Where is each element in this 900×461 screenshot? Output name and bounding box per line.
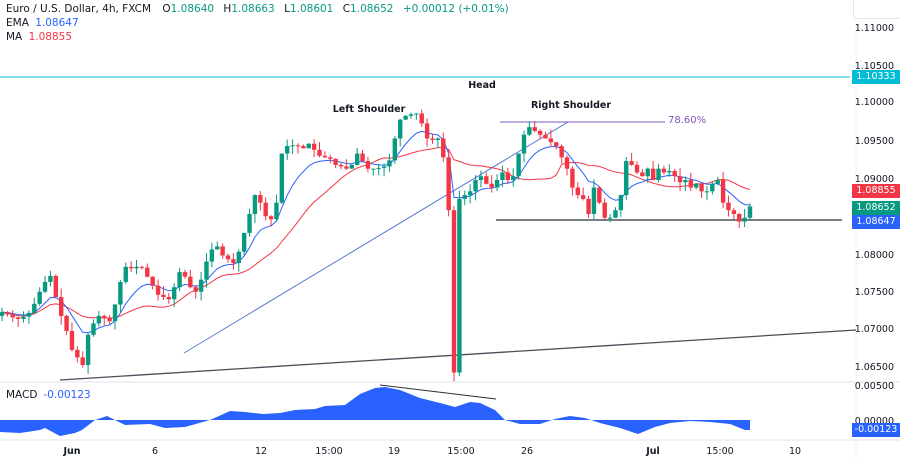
price-tick: 1.08000: [854, 250, 894, 261]
time-label: 15:00: [315, 446, 343, 457]
macd-value: -0.00123: [43, 389, 91, 401]
chart-settings-corner[interactable]: [853, 0, 900, 19]
resistance-price-tag: 1.10333: [852, 70, 900, 84]
chart-legend: Euro / U.S. Dollar, 4h, FXCM O1.08640 H1…: [6, 2, 512, 44]
macd-tick: 0.00500: [854, 381, 894, 392]
low-value: 1.08601: [289, 3, 334, 15]
high-label: H: [223, 3, 232, 15]
time-label: 6: [151, 446, 159, 457]
open-label: O: [162, 3, 171, 15]
time-label: 19: [387, 446, 401, 457]
close-label: C: [342, 3, 351, 15]
candles[interactable]: [0, 109, 753, 382]
open-value: 1.08640: [170, 3, 215, 15]
macd-label: MACD: [6, 389, 38, 401]
close-price-tag: 1.08652: [852, 201, 900, 215]
macd-legend[interactable]: MACD -0.00123: [6, 389, 91, 401]
ma-row[interactable]: MA 1.08855: [6, 30, 512, 44]
ohlc-row: Euro / U.S. Dollar, 4h, FXCM O1.08640 H1…: [6, 2, 512, 16]
time-label: 10: [788, 446, 802, 457]
ma-label: MA: [6, 31, 23, 43]
price-tick: 1.09500: [854, 136, 894, 147]
time-label: 26: [520, 446, 534, 457]
time-label: 12: [254, 446, 268, 457]
annotation-left-shoulder[interactable]: Left Shoulder: [332, 104, 406, 115]
time-label: 15:00: [706, 446, 734, 457]
high-value: 1.08663: [231, 3, 275, 15]
price-tick: 1.11000: [854, 23, 894, 34]
ema-row[interactable]: EMA 1.08647: [6, 16, 512, 30]
fib-label[interactable]: 78.60%: [668, 115, 707, 126]
symbol-title[interactable]: Euro / U.S. Dollar, 4h, FXCM: [6, 3, 152, 15]
price-tick: 1.07500: [854, 287, 894, 298]
price-tick: 1.09000: [854, 174, 894, 185]
macd-price-tag: -0.00123: [852, 423, 900, 437]
ma-line[interactable]: [1, 146, 751, 319]
price-tick: 1.07000: [854, 324, 894, 335]
ma-value: 1.08855: [28, 31, 73, 43]
time-label: Jun: [63, 446, 81, 457]
close-value: 1.08652: [350, 3, 394, 15]
macd-histogram[interactable]: [0, 387, 750, 436]
annotation-right-shoulder[interactable]: Right Shoulder: [530, 100, 612, 111]
ema-value: 1.08647: [35, 17, 79, 29]
ma-price-tag: 1.08855: [852, 184, 900, 198]
low-label: L: [284, 3, 290, 15]
price-tick: 1.06500: [854, 362, 894, 373]
ema-label: EMA: [6, 17, 29, 29]
annotation-head[interactable]: Head: [468, 80, 496, 91]
price-tick: 1.10000: [854, 97, 894, 108]
time-label: Jul: [646, 446, 660, 457]
uptrend-line[interactable]: [183, 121, 569, 354]
ema-price-tag: 1.08647: [852, 215, 900, 229]
macd-divergence-line[interactable]: [379, 384, 497, 400]
price-tick: 1.10500: [854, 61, 894, 72]
time-label: 15:00: [447, 446, 475, 457]
macd-tick: 0.00000: [854, 416, 894, 427]
change-value: +0.00012 (+0.01%): [402, 3, 509, 15]
ema-line[interactable]: [1, 130, 751, 334]
